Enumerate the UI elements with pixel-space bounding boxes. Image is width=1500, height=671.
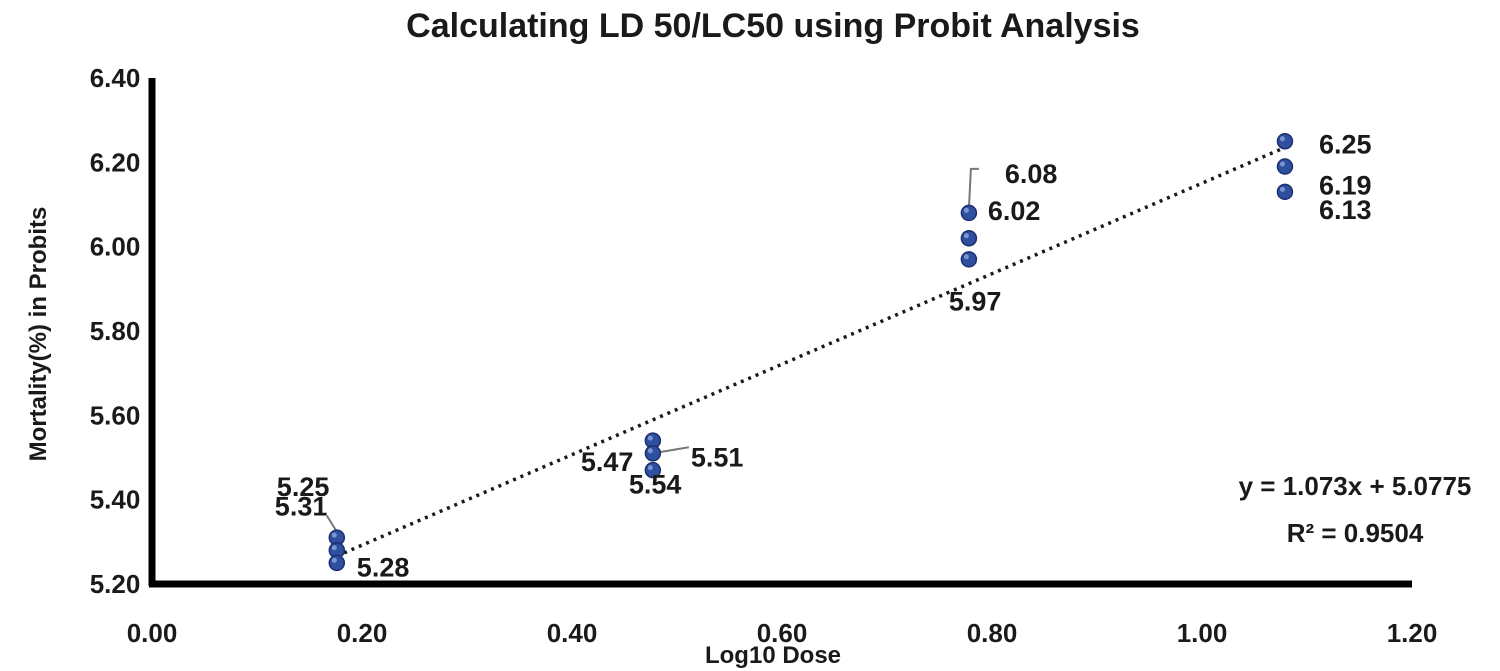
data-point [960, 251, 978, 268]
data-point-highlight [963, 233, 969, 239]
x-axis-title: Log10 Dose [705, 642, 841, 669]
data-point-highlight [963, 207, 969, 213]
x-tick-label: 0.00 [127, 618, 178, 648]
data-point-highlight [331, 557, 337, 563]
data-point-highlight [1279, 186, 1285, 192]
data-points [328, 133, 1294, 572]
trendline [336, 145, 1286, 558]
y-tick-label: 5.20 [90, 569, 141, 599]
data-point [1276, 133, 1294, 150]
chart-title: Calculating LD 50/LC50 using Probit Anal… [406, 7, 1140, 45]
r-squared: R² = 0.9504 [1287, 518, 1424, 548]
y-tick-label: 5.40 [90, 485, 141, 515]
data-labels: 5.31 5.28 5.25 5.54 5.51 5.47 6.08 6.02 5.97 6.25… [275, 129, 1372, 582]
trendline-equation: y = 1.073x + 5.0775 [1239, 471, 1472, 501]
data-label: 5.47 [581, 447, 634, 477]
data-label: 6.08 [1005, 159, 1058, 189]
y-tick-label: 6.40 [90, 63, 141, 93]
y-axis-title: Mortality(%) in Probits [25, 207, 52, 462]
x-tick-label: 0.40 [547, 618, 598, 648]
data-point [960, 204, 978, 222]
data-point [1276, 183, 1294, 201]
x-tick-label: 1.00 [1177, 618, 1228, 648]
data-label: 6.02 [988, 196, 1041, 226]
leader-line [967, 167, 979, 209]
x-tick-label: 0.80 [967, 618, 1018, 648]
data-label: 5.54 [629, 470, 682, 500]
data-point-highlight [647, 448, 653, 454]
data-label: 5.31 [275, 492, 328, 522]
data-label: 5.97 [949, 286, 1002, 316]
data-point-highlight [963, 254, 969, 260]
data-point-highlight [647, 465, 653, 471]
data-label: 5.28 [357, 552, 410, 582]
leader-line [325, 515, 338, 533]
x-tick-label: 0.60 [757, 618, 808, 648]
y-tick-label: 6.00 [90, 232, 141, 262]
data-label: 5.25 [277, 472, 330, 502]
data-label: 6.13 [1319, 195, 1372, 225]
data-point-highlight [1279, 136, 1285, 142]
x-tick-label: 0.20 [337, 618, 388, 648]
data-point [1276, 158, 1294, 175]
data-label: 6.25 [1319, 129, 1372, 159]
y-tick-label: 5.60 [90, 400, 141, 430]
data-point [644, 445, 662, 462]
x-tick-label: 1.20 [1387, 618, 1438, 648]
data-label: 6.19 [1319, 171, 1372, 201]
y-axis-ticks: 5.20 5.40 5.60 5.80 6.00 6.20 6.40 [90, 63, 141, 599]
data-label: 5.51 [691, 442, 744, 472]
data-point [328, 554, 346, 572]
y-tick-label: 6.20 [90, 147, 141, 177]
data-point-highlight [331, 545, 337, 551]
data-point-highlight [1279, 161, 1285, 167]
data-point-highlight [647, 435, 653, 441]
data-point [960, 229, 978, 247]
y-tick-label: 5.80 [90, 316, 141, 346]
data-point-highlight [331, 532, 337, 538]
x-axis-ticks: 0.00 0.20 0.40 0.60 0.80 1.00 1.20 [127, 618, 1438, 648]
